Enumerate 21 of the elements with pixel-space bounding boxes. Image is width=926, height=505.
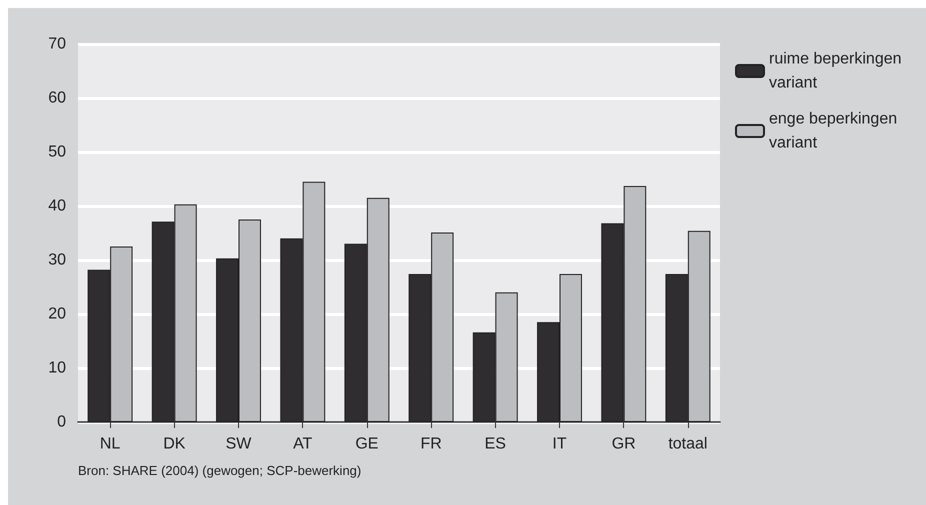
y-tick-label: 30 [48,252,66,268]
y-tick-label: 50 [48,144,66,160]
y-tick-label: 0 [57,414,66,430]
x-tick-label: AT [293,436,313,452]
text: Bron: SHARE (2004) (gewogen; SCP-bewerking) [78,463,362,478]
x-tick-label: GR [612,436,636,452]
x-tick-label: DK [163,436,186,452]
legend-label: enge beperkingen variant [769,110,902,152]
y-tick-label: 10 [48,360,66,376]
x-tick-label: NL [100,436,120,452]
x-tick-label: ES [484,436,506,452]
legend-label: ruime beperkingen variant [769,50,906,92]
x-tick-label: GE [355,436,378,452]
y-tick-label: 40 [48,198,66,214]
x-tick-label: IT [552,436,567,452]
y-tick-label: 60 [48,90,66,106]
y-tick-label: 20 [48,306,66,322]
y-tick-label: 70 [48,36,66,52]
x-tick-label: totaal [668,436,708,452]
x-tick-label: FR [420,436,442,452]
x-tick-label: SW [226,436,252,452]
